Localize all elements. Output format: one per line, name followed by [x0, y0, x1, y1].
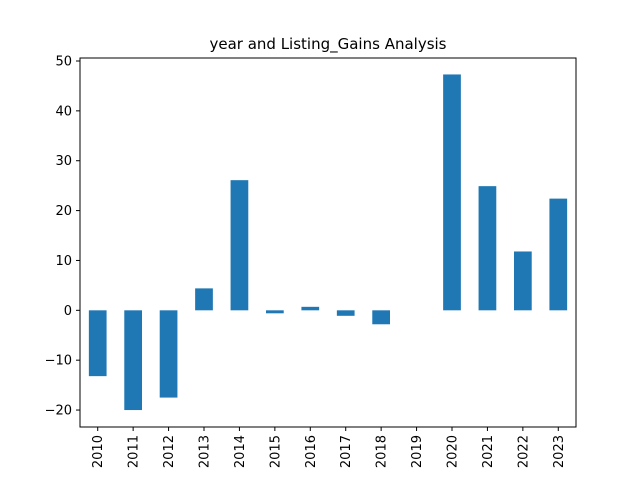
bar-2010 [88, 310, 107, 377]
x-tick-label: 2011 [127, 435, 142, 468]
y-tick-label: 10 [55, 254, 72, 269]
bar-2012 [159, 310, 178, 398]
y-tick-label: 30 [55, 154, 72, 169]
bar-2016 [301, 306, 320, 311]
x-axis: 2010 2011 2012 2013 2014 2015 2016 2017 2018 2019… [91, 427, 567, 468]
bar-2017 [336, 310, 355, 316]
bar-2011 [124, 310, 142, 411]
x-tick-label: 2017 [339, 435, 354, 468]
bars-group [88, 74, 568, 411]
bar-2013 [195, 288, 213, 311]
x-tick-label: 2013 [198, 435, 213, 468]
plot-area-frame [79, 57, 577, 428]
y-tick-label: −10 [45, 354, 72, 369]
chart-title: year and Listing_Gains Analysis [209, 35, 446, 54]
x-tick-label: 2012 [162, 435, 177, 468]
x-tick-label: 2023 [552, 435, 567, 468]
y-tick-label: 40 [55, 104, 72, 119]
y-tick-label: 20 [55, 204, 72, 219]
y-tick-label: −20 [45, 404, 72, 419]
x-tick-label: 2020 [446, 435, 461, 468]
bar-2020 [443, 74, 461, 311]
x-tick-label: 2022 [516, 435, 531, 468]
x-tick-label: 2014 [233, 435, 248, 468]
bar-2022 [514, 251, 532, 311]
bar-2023 [549, 198, 568, 311]
bar-2018 [372, 310, 390, 325]
x-tick-label: 2015 [268, 435, 283, 468]
y-tick-label: 50 [55, 54, 72, 69]
y-axis: −20 −10 0 10 20 30 40 50 [45, 54, 80, 419]
x-tick-label: 2018 [375, 435, 390, 468]
x-tick-label: 2016 [304, 435, 319, 468]
bar-2021 [478, 186, 497, 311]
y-tick-label: 0 [64, 304, 72, 319]
x-tick-label: 2010 [91, 435, 106, 468]
x-tick-label: 2019 [410, 435, 425, 468]
bar-2014 [230, 180, 249, 311]
x-tick-label: 2021 [481, 435, 496, 468]
bar-2015 [266, 310, 284, 314]
